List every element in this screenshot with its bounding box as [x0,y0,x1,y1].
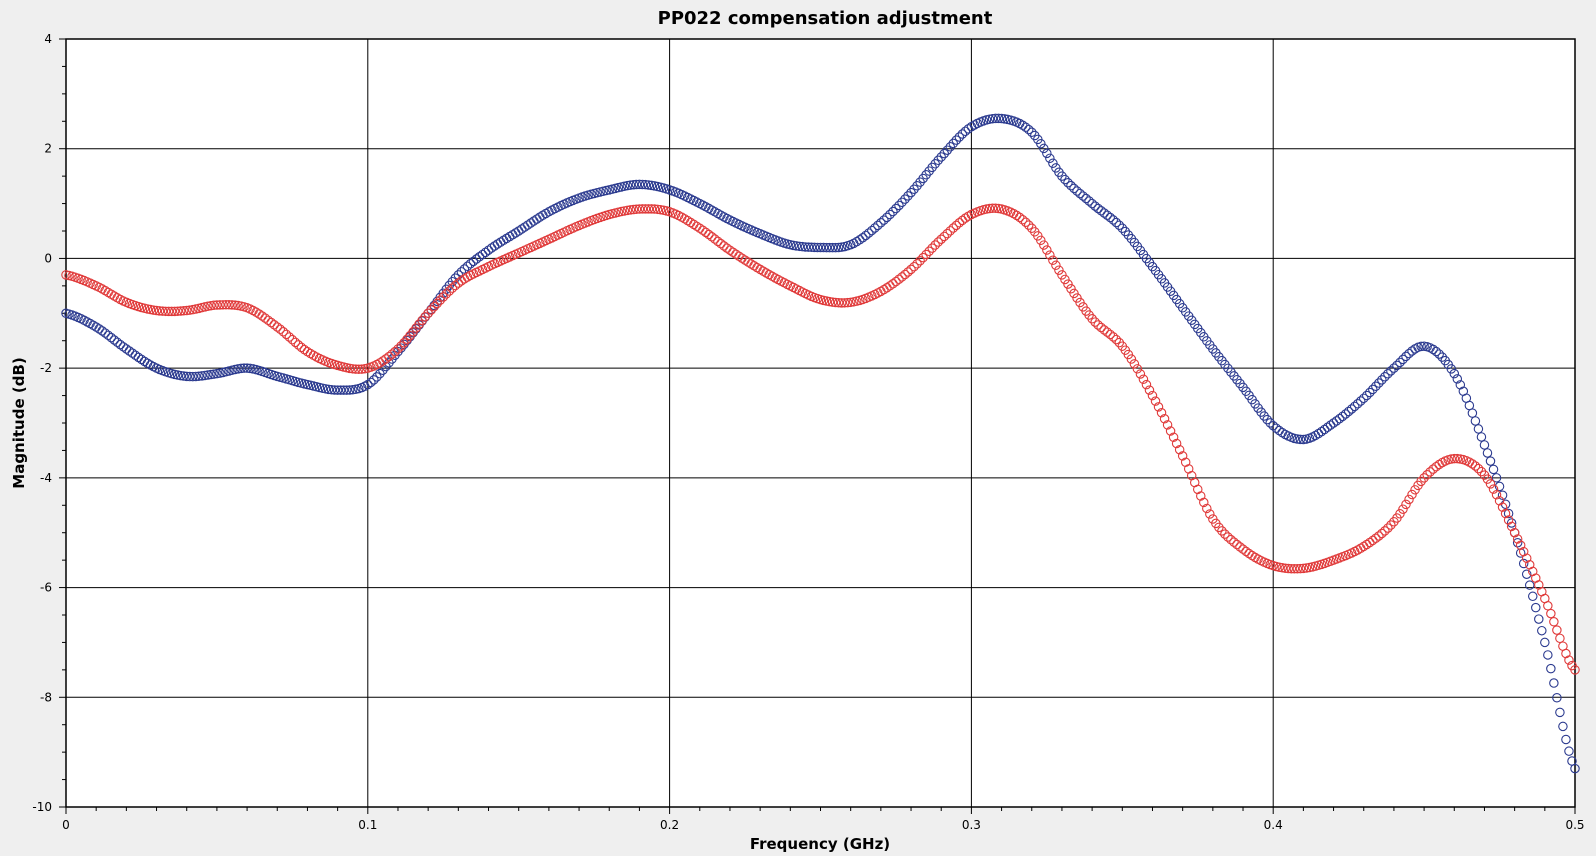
x-tick-label: 0.1 [358,818,377,832]
x-tick-label: 0.4 [1264,818,1283,832]
y-tick-label: -10 [32,800,52,814]
y-tick-label: -4 [40,471,52,485]
x-tick-label: 0.5 [1565,818,1584,832]
y-axis-label: Magnitude (dB) [10,357,28,488]
y-tick-label: -8 [40,690,52,704]
y-tick-label: 4 [44,32,52,46]
y-tick-label: 2 [44,142,52,156]
y-tick-label: 0 [44,251,52,265]
x-axis-label: Frequency (GHz) [750,835,890,853]
y-axis-ticks: -10 -8 -6 -4 -2 0 2 4 [32,32,66,814]
y-tick-label: -2 [40,361,52,375]
x-axis-ticks: 0 0.1 0.2 0.3 0.4 0.5 [62,807,1584,832]
plot-area [66,39,1575,807]
x-tick-label: 0.2 [660,818,679,832]
chart-title: PP022 compensation adjustment [658,8,993,29]
x-tick-label: 0 [62,818,70,832]
x-tick-label: 0.3 [962,818,981,832]
y-tick-label: -6 [40,581,52,595]
